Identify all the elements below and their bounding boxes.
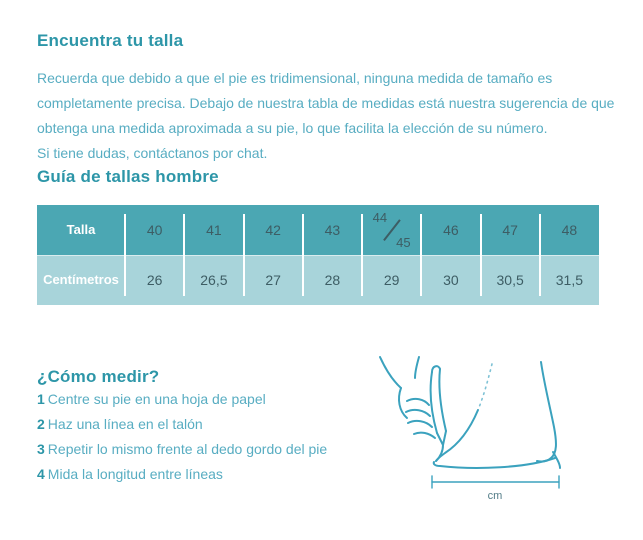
size-cell: 48 <box>538 205 599 255</box>
how-to-measure-text: ¿Cómo medir? 1 Centre su pie en una hoja … <box>37 355 374 487</box>
cm-label: cm <box>488 490 503 502</box>
cm-cell: 31,5 <box>538 254 599 305</box>
size-cell: 47 <box>479 205 540 255</box>
foot-top <box>435 408 479 462</box>
cm-cell: 28 <box>301 254 362 305</box>
measure-steps-list: 1 Centre su pie en una hoja de papel 2 Haz… <box>37 387 374 487</box>
cm-cell: 27 <box>242 254 303 305</box>
cm-cell: 26 <box>123 254 184 305</box>
foot-heel-spur <box>552 450 561 469</box>
page-title: Encuentra tu talla <box>37 31 184 50</box>
size-cell-44-45: 44 45 <box>360 205 421 255</box>
measurement-line <box>431 474 560 489</box>
size-guide-page: Encuentra tu talla Recuerda que debido a… <box>37 31 621 510</box>
list-item: 4 Mida la longitud entre líneas <box>37 465 223 482</box>
finger-line <box>407 419 433 428</box>
hand-outline <box>379 355 402 389</box>
finger-line <box>406 397 430 406</box>
size-cell: 42 <box>242 205 303 255</box>
size-cell: 46 <box>420 205 480 255</box>
how-to-measure-section: ¿Cómo medir? 1 Centre su pie en una hoja … <box>37 355 607 510</box>
table-row-sizes: Talla 40 41 42 43 44 45 46 47 48 <box>37 204 599 255</box>
finger-line <box>405 408 431 417</box>
cm-cell: 30,5 <box>479 254 540 305</box>
intro-text-1: Recuerda que debido a que el pie es trid… <box>37 70 615 137</box>
pencil <box>429 370 438 434</box>
list-item: 1 Centre su pie en una hoja de papel <box>37 390 266 407</box>
how-to-measure-title: ¿Cómo medir? <box>37 366 160 386</box>
hand-outline <box>398 386 408 419</box>
split-size: 44 45 <box>372 210 412 250</box>
cm-cell: 29 <box>360 254 421 305</box>
pencil <box>438 367 447 432</box>
list-item: 2 Haz una línea en el talón <box>37 415 203 432</box>
hand-outline <box>414 355 420 379</box>
finger-line <box>413 431 436 439</box>
size-guide-title: Guía de tallas hombre <box>37 167 219 187</box>
row-label-centimetros: Centímetros <box>43 272 119 287</box>
illustration-container: cm <box>374 355 607 510</box>
size-cell: 40 <box>123 205 184 255</box>
foot-top-faint <box>477 362 493 411</box>
pencil-tip <box>436 429 447 446</box>
size-table: Talla 40 41 42 43 44 45 46 47 48 Centíme… <box>37 204 599 305</box>
split-size-top: 44 <box>372 209 388 225</box>
table-row-centimeters: Centímetros 26 26,5 27 28 29 30 30,5 31,… <box>37 254 599 305</box>
size-cell: 43 <box>301 205 362 255</box>
split-size-bottom: 45 <box>396 234 411 250</box>
foot-sole <box>432 456 556 469</box>
foot-heel <box>536 360 557 463</box>
intro-paragraph: Recuerda que debido a que el pie es trid… <box>37 66 621 166</box>
cm-cell: 30 <box>420 254 480 305</box>
row-label-talla: Talla <box>66 222 96 237</box>
pencil <box>431 364 441 373</box>
cm-cell: 26,5 <box>183 254 243 305</box>
foot-measure-illustration: cm <box>379 355 561 502</box>
intro-text-2: Si tiene dudas, contáctanos por chat. <box>37 145 268 162</box>
list-item: 3 Repetir lo mismo frente al dedo gordo d… <box>37 440 328 457</box>
size-cell: 41 <box>183 205 243 255</box>
